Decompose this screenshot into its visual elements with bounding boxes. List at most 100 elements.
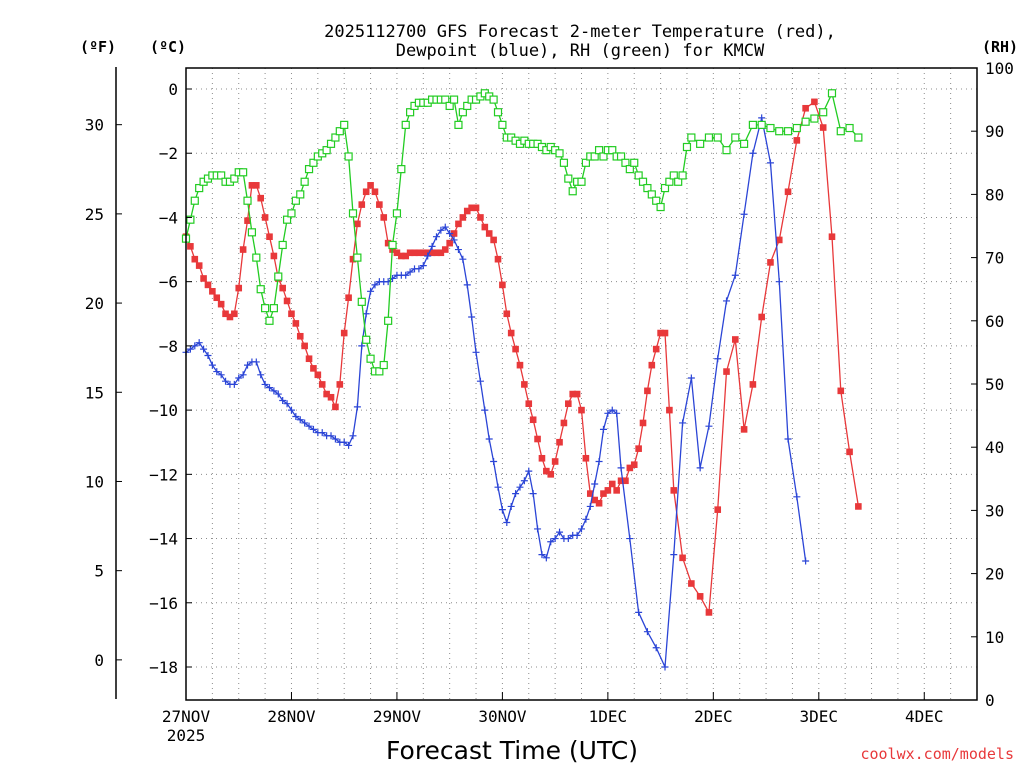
temperature-marker — [187, 243, 194, 250]
rh-marker — [498, 120, 507, 129]
temperature-marker — [323, 390, 330, 398]
rh-marker — [775, 127, 784, 136]
temperature-marker — [521, 381, 528, 388]
temperature-marker — [490, 236, 497, 244]
temperature-marker — [231, 310, 238, 318]
rh-marker — [652, 196, 661, 205]
fahrenheit-tick-label: 30 — [85, 116, 104, 135]
temperature-marker — [459, 214, 467, 221]
dewpoint-marker — [758, 114, 766, 122]
celsius-tick-label: −16 — [149, 594, 178, 613]
dewpoint-marker — [652, 644, 660, 652]
rh-marker — [296, 190, 305, 199]
rh-marker — [669, 171, 678, 180]
rh-tick-label: 10 — [985, 628, 1004, 647]
rh-marker — [406, 108, 415, 117]
celsius-tick-label: −10 — [149, 401, 178, 420]
rh-marker — [441, 95, 450, 104]
dewpoint-marker — [705, 422, 713, 430]
dewpoint-marker — [613, 409, 621, 417]
rh-marker — [647, 190, 656, 199]
temperature-marker — [209, 288, 216, 295]
dewpoint-marker — [775, 278, 783, 286]
dewpoint-marker — [485, 435, 493, 443]
rh-marker — [252, 253, 261, 262]
dewpoint-marker — [582, 515, 590, 523]
temperature-marker — [200, 275, 207, 282]
dewpoint-marker — [784, 435, 792, 443]
dewpoint-marker — [498, 506, 506, 514]
dewpoint-marker — [406, 268, 414, 276]
dewpoint-marker — [345, 441, 353, 449]
dewpoint-marker — [270, 387, 278, 395]
rh-marker — [274, 272, 283, 281]
temperature-marker — [314, 371, 322, 379]
celsius-tick-label: −4 — [159, 208, 178, 227]
dewpoint-marker — [714, 355, 722, 363]
temperature-marker — [749, 381, 757, 388]
temperature-marker — [630, 461, 638, 468]
temperature-marker — [393, 249, 401, 257]
celsius-unit-label: (ºC) — [150, 38, 186, 56]
dewpoint-marker — [454, 246, 462, 254]
temperature-marker — [222, 310, 229, 318]
x-axis-label: Forecast Time (UTC) — [386, 736, 638, 765]
temperature-marker — [380, 214, 388, 221]
temperature-marker — [582, 454, 590, 462]
fahrenheit-tick-label: 0 — [94, 651, 104, 670]
dewpoint-marker — [296, 416, 304, 424]
rh-marker — [493, 108, 503, 117]
temperature-marker — [437, 249, 445, 257]
dewpoint-marker — [283, 400, 291, 408]
temperature-marker — [613, 487, 620, 494]
temperature-marker — [301, 342, 308, 350]
dewpoint-marker — [200, 345, 208, 353]
credit-text: coolwx.com/models — [860, 745, 1014, 763]
temperature-marker — [595, 499, 603, 507]
temperature-marker — [270, 252, 278, 260]
rh-marker — [555, 149, 564, 158]
rh-marker — [357, 297, 366, 306]
temperature-marker — [819, 124, 827, 131]
temperature-marker — [626, 464, 634, 472]
dewpoint-marker — [534, 525, 542, 533]
rh-marker — [335, 127, 344, 136]
temperature-marker — [345, 294, 352, 302]
dewpoint-marker — [446, 230, 454, 237]
dewpoint-marker — [279, 396, 287, 404]
dewpoint-line — [185, 117, 807, 670]
temperature-marker — [266, 233, 273, 241]
rh-marker — [269, 304, 278, 313]
rh-marker — [687, 133, 696, 142]
dewpoint-marker — [349, 432, 357, 440]
rh-marker — [713, 133, 722, 142]
dewpoint-marker — [731, 271, 739, 279]
temperature-marker — [371, 188, 379, 196]
temperature-marker — [670, 487, 678, 494]
rh-marker — [819, 108, 828, 117]
dewpoint-marker — [257, 371, 265, 379]
temperature-marker — [714, 506, 722, 513]
dewpoint-marker — [419, 262, 427, 270]
temperature-marker — [191, 255, 199, 263]
dewpoint-marker — [424, 252, 432, 260]
rh-marker — [810, 114, 819, 123]
rh-marker — [748, 120, 757, 129]
celsius-tick-label: −14 — [149, 530, 178, 549]
dewpoint-marker — [573, 531, 581, 539]
rh-marker — [326, 139, 336, 148]
dewpoint-marker — [512, 490, 520, 498]
temperature-marker — [784, 188, 792, 196]
temperature-marker — [279, 284, 286, 292]
dewpoint-marker — [358, 342, 366, 350]
dewpoint-marker — [608, 406, 616, 414]
chart-title-line2: Dewpoint (blue), RH (green) for KMCW — [396, 41, 765, 61]
fahrenheit-tick-label: 10 — [85, 472, 104, 491]
dewpoint-marker — [292, 413, 300, 421]
rh-marker — [616, 152, 626, 161]
temperature-marker — [666, 406, 673, 414]
rh-marker — [384, 316, 393, 325]
rh-marker — [454, 120, 463, 129]
temperature-marker — [283, 297, 291, 305]
